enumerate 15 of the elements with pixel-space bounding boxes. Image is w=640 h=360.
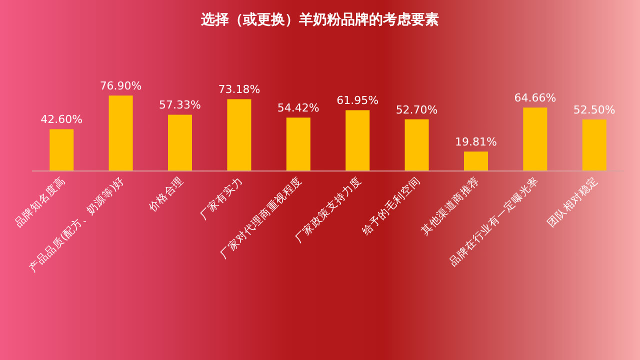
- x-tick-label: 团队相对稳定: [544, 174, 601, 230]
- data-label: 52.70%: [396, 103, 438, 116]
- data-label: 73.18%: [218, 83, 260, 96]
- data-label: 42.60%: [40, 113, 83, 126]
- data-label: 61.95%: [336, 94, 379, 108]
- data-label: 54.42%: [277, 102, 320, 115]
- x-tick-label: 价格合理: [145, 174, 186, 215]
- data-label: 52.50%: [573, 103, 616, 116]
- x-tick-label: 品牌知名度高: [12, 174, 68, 230]
- chart-title: 选择（或更换）羊奶粉品牌的考虑要素: [200, 12, 439, 28]
- data-label: 64.66%: [514, 92, 556, 105]
- data-label: 57.33%: [159, 98, 201, 112]
- data-label: 76.90%: [100, 80, 142, 93]
- x-tick-label: 厂家有实力: [197, 174, 246, 222]
- data-label: 19.81%: [455, 136, 497, 149]
